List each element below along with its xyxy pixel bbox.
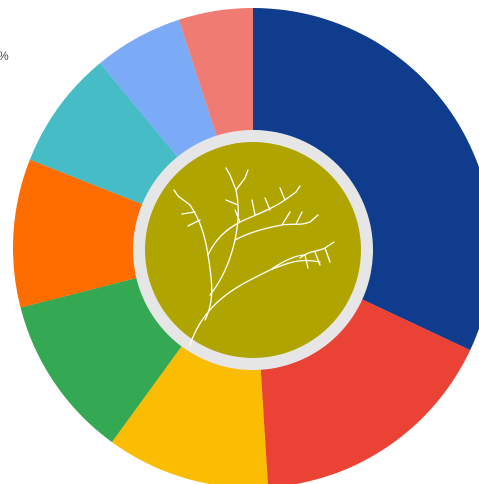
- center-disc: [145, 142, 361, 358]
- tree-icon: [173, 167, 335, 346]
- annotation: %: [0, 49, 9, 63]
- slice: [13, 159, 253, 308]
